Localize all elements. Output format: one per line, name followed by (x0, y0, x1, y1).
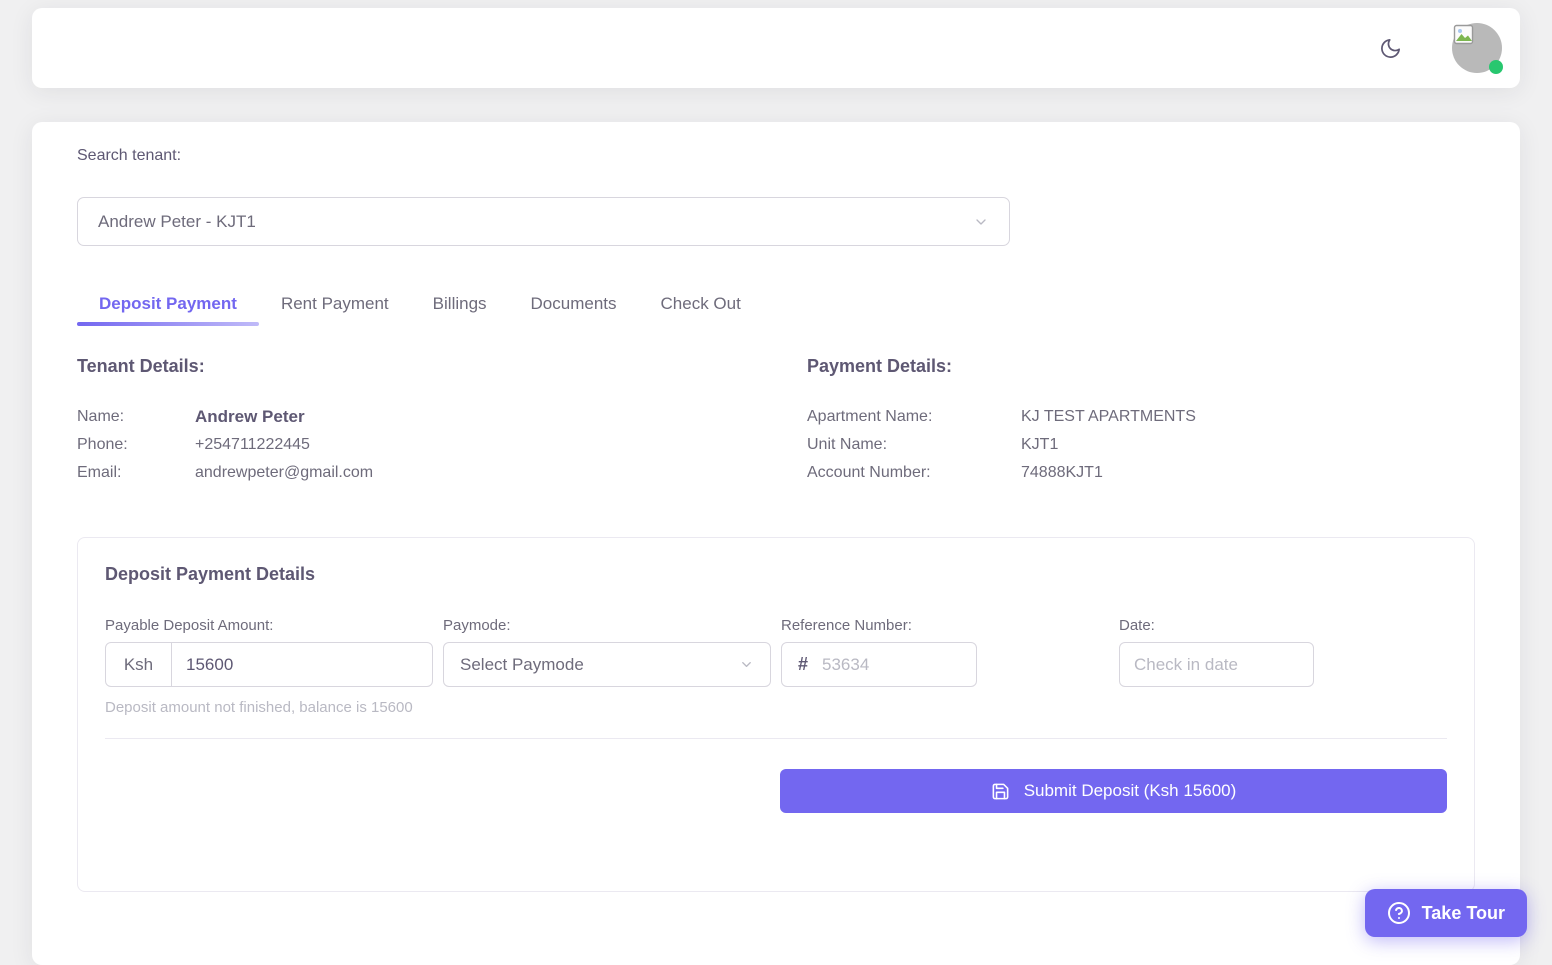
payment-details: Payment Details: Apartment Name: KJ TEST… (807, 356, 1196, 487)
tab-check-out[interactable]: Check Out (660, 294, 741, 313)
paymode-select[interactable]: Select Paymode (443, 642, 771, 687)
tenant-phone-value: +254711222445 (195, 436, 310, 453)
tab-deposit-payment[interactable]: Deposit Payment (77, 284, 259, 326)
reference-number-input[interactable] (808, 654, 976, 675)
tenant-details: Tenant Details: Name: Andrew Peter Phone… (77, 356, 807, 487)
payment-details-title: Payment Details: (807, 356, 953, 376)
chevron-down-icon (973, 214, 989, 230)
payment-detail-row: Account Number: 74888KJT1 (807, 459, 1196, 487)
payment-detail-row: Unit Name: KJT1 (807, 431, 1196, 459)
account-number-value: 74888KJT1 (1021, 464, 1103, 481)
deposit-form-title: Deposit Payment Details (105, 564, 316, 584)
chevron-down-icon (739, 657, 754, 672)
broken-image-icon (1453, 24, 1474, 45)
tab-billings[interactable]: Billings (432, 294, 487, 313)
payment-tabs: Deposit Payment Rent Payment Billings Do… (77, 284, 1475, 326)
date-field-group: Date: (1119, 617, 1447, 720)
reference-label: Reference Number: (781, 617, 912, 634)
detail-label: Name: (77, 408, 125, 425)
apartment-name-value: KJ TEST APARTMENTS (1021, 408, 1196, 425)
deposit-balance-helper: Deposit amount not finished, balance is … (105, 699, 413, 716)
tab-documents[interactable]: Documents (530, 294, 617, 313)
reference-field-group: Reference Number: # (781, 617, 1109, 720)
tenant-detail-row: Name: Andrew Peter (77, 403, 807, 431)
moon-icon (1379, 37, 1402, 60)
tenant-select[interactable]: Andrew Peter - KJT1 (77, 197, 1010, 246)
date-input-wrap (1119, 642, 1314, 687)
online-status-dot (1489, 60, 1503, 74)
detail-label: Email: (77, 464, 122, 481)
amount-label: Payable Deposit Amount: (105, 617, 274, 634)
detail-label: Phone: (77, 436, 128, 453)
amount-field-group: Payable Deposit Amount: Ksh Deposit amou… (105, 617, 433, 720)
currency-prefix: Ksh (106, 643, 172, 686)
dark-mode-toggle[interactable] (1370, 28, 1410, 68)
check-in-date-input[interactable] (1120, 643, 1313, 686)
tab-rent-payment[interactable]: Rent Payment (280, 294, 389, 313)
take-tour-label: Take Tour (1421, 902, 1505, 923)
submit-row: Submit Deposit (Ksh 15600) (105, 769, 1447, 813)
tenant-details-title: Tenant Details: (77, 356, 205, 376)
tenant-detail-row: Email: andrewpeter@gmail.com (77, 459, 807, 487)
paymode-field-group: Paymode: Select Paymode (443, 617, 771, 720)
submit-deposit-button[interactable]: Submit Deposit (Ksh 15600) (780, 769, 1447, 813)
tenant-detail-row: Phone: +254711222445 (77, 431, 807, 459)
date-label: Date: (1119, 617, 1155, 634)
save-icon (991, 782, 1010, 801)
user-avatar[interactable] (1452, 23, 1503, 74)
tenant-email-value: andrewpeter@gmail.com (195, 464, 374, 481)
detail-label: Account Number: (807, 464, 931, 481)
deposit-amount-input[interactable] (172, 643, 432, 686)
deposit-form-fields: Payable Deposit Amount: Ksh Deposit amou… (105, 617, 1447, 720)
hash-prefix: # (798, 654, 809, 674)
tenant-name-value: Andrew Peter (195, 407, 305, 426)
tenant-payments-panel: Search tenant: Andrew Peter - KJT1 Depos… (32, 122, 1520, 965)
help-circle-icon (1387, 901, 1411, 925)
paymode-label: Paymode: (443, 617, 511, 634)
form-divider (105, 738, 1447, 739)
payment-detail-row: Apartment Name: KJ TEST APARTMENTS (807, 403, 1196, 431)
unit-name-value: KJT1 (1021, 436, 1059, 453)
reference-input-group: # (781, 642, 977, 687)
paymode-select-placeholder: Select Paymode (460, 654, 584, 674)
take-tour-button[interactable]: Take Tour (1364, 889, 1527, 937)
search-tenant-label: Search tenant: (77, 147, 182, 164)
details-section: Tenant Details: Name: Andrew Peter Phone… (77, 356, 1475, 487)
tenant-select-value: Andrew Peter - KJT1 (98, 211, 256, 231)
detail-label: Apartment Name: (807, 408, 933, 425)
deposit-payment-form: Deposit Payment Details Payable Deposit … (77, 537, 1475, 892)
top-navbar (32, 8, 1520, 88)
detail-label: Unit Name: (807, 436, 888, 453)
submit-deposit-label: Submit Deposit (Ksh 15600) (1023, 781, 1237, 800)
amount-input-group: Ksh (105, 642, 433, 687)
